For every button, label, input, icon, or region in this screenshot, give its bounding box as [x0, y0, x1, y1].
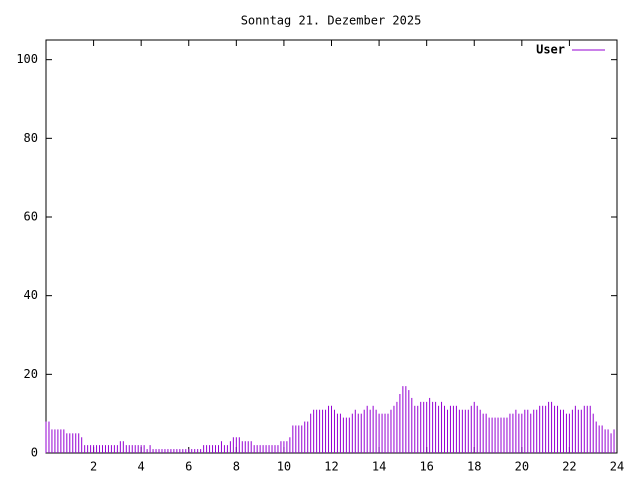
chart-title: Sonntag 21. Dezember 2025: [241, 14, 422, 28]
x-tick-label: 4: [138, 460, 145, 474]
x-tick-label: 24: [610, 460, 624, 474]
y-tick-label: 60: [24, 210, 38, 224]
y-tick-label: 40: [24, 288, 38, 302]
x-tick-label: 14: [372, 460, 386, 474]
x-tick-label: 22: [562, 460, 576, 474]
x-tick-label: 20: [515, 460, 529, 474]
x-tick-label: 6: [185, 460, 192, 474]
x-tick-label: 18: [467, 460, 481, 474]
y-tick-label: 80: [24, 131, 38, 145]
x-tick-label: 10: [277, 460, 291, 474]
x-tick-label: 12: [324, 460, 338, 474]
y-tick-label: 0: [31, 446, 38, 460]
plot-border: [45, 39, 618, 454]
legend-label: User: [536, 43, 565, 57]
x-tick-label: 2: [90, 460, 97, 474]
y-tick-label: 100: [16, 52, 38, 66]
y-tick-label: 20: [24, 367, 38, 381]
x-tick-label: 16: [419, 460, 433, 474]
x-tick-label: 8: [233, 460, 240, 474]
